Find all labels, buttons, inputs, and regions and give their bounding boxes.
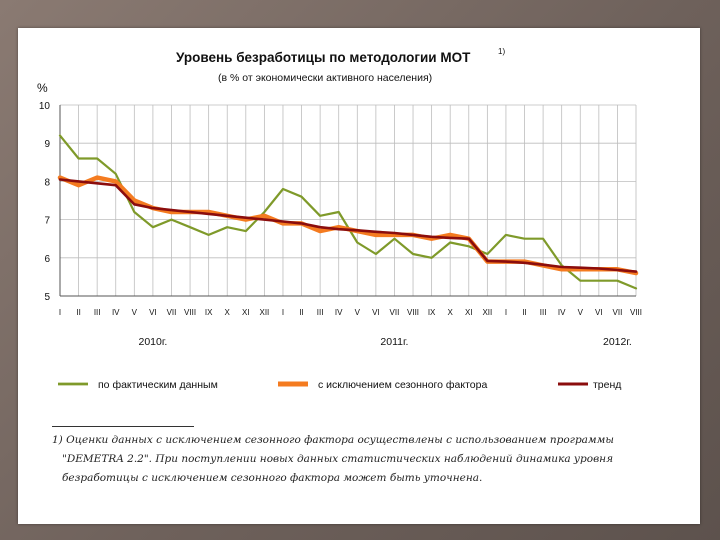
x-tick-label: I [59,308,61,317]
unemployment-chart: Уровень безработицы по методологии МОТ 1… [37,47,642,391]
x-tick-label: I [505,308,507,317]
y-tick-label: 7 [44,216,50,227]
x-tick-label: VI [149,308,157,317]
x-tick-label: V [578,308,584,317]
y-tick-label: 9 [44,139,50,150]
legend-label-1: по фактическим данным [98,379,218,391]
x-tick-label: VIII [630,308,642,317]
x-tick-label: IX [205,308,213,317]
x-tick-label: II [76,308,80,317]
slide-panel: Уровень безработицы по методологии МОТ 1… [18,28,700,524]
y-tick-label: 6 [44,254,50,265]
y-tick-label: 5 [44,292,50,303]
x-tick-label: II [522,308,526,317]
year-label: 2012г. [603,336,632,348]
year-label: 2011г. [380,336,408,348]
legend-label-2: с исключением сезонного фактора [318,379,487,391]
x-tick-label: X [225,308,231,317]
x-tick-label: IX [428,308,436,317]
x-tick-label: XII [482,308,492,317]
x-tick-label: IV [335,308,343,317]
footnote-line-1: 1) Оценки данных с исключением сезонного… [52,434,614,446]
x-tick-label: IV [558,308,566,317]
x-tick-label: VII [613,308,623,317]
footnote: 1) Оценки данных с исключением сезонного… [52,428,642,488]
x-tick-label: X [448,308,454,317]
x-tick-label: I [282,308,284,317]
footnote-line-2: "DEMETRA 2.2". При поступлении новых дан… [62,453,614,465]
footnote-rule [52,426,194,427]
x-tick-label: III [317,308,324,317]
x-tick-label: VIII [407,308,419,317]
year-label: 2010г. [138,336,167,348]
x-tick-label: VI [372,308,380,317]
x-tick-label: II [299,308,303,317]
x-tick-label: VIII [184,308,196,317]
chart-subtitle: (в % от экономически активного населения… [218,72,432,84]
footnote-line-3: безработицы с исключением сезонного факт… [62,472,483,484]
series-line-3 [58,178,638,273]
chart-title-superscript: 1) [498,47,505,56]
x-tick-label: VI [595,308,603,317]
y-tick-label: 8 [44,177,50,188]
x-tick-label: IV [112,308,120,317]
x-tick-label: V [355,308,361,317]
x-tick-label: V [132,308,138,317]
y-axis-unit: % [37,81,48,95]
y-tick-label: 10 [39,101,51,112]
x-tick-label: III [540,308,547,317]
x-tick-label: VII [390,308,400,317]
x-tick-label: XI [242,308,250,317]
chart-title: Уровень безработицы по методологии МОТ [176,50,471,65]
x-tick-label: XI [465,308,473,317]
x-tick-label: XII [259,308,269,317]
x-tick-label: VII [167,308,177,317]
x-tick-label: III [94,308,101,317]
legend-label-3: тренд [593,379,621,391]
